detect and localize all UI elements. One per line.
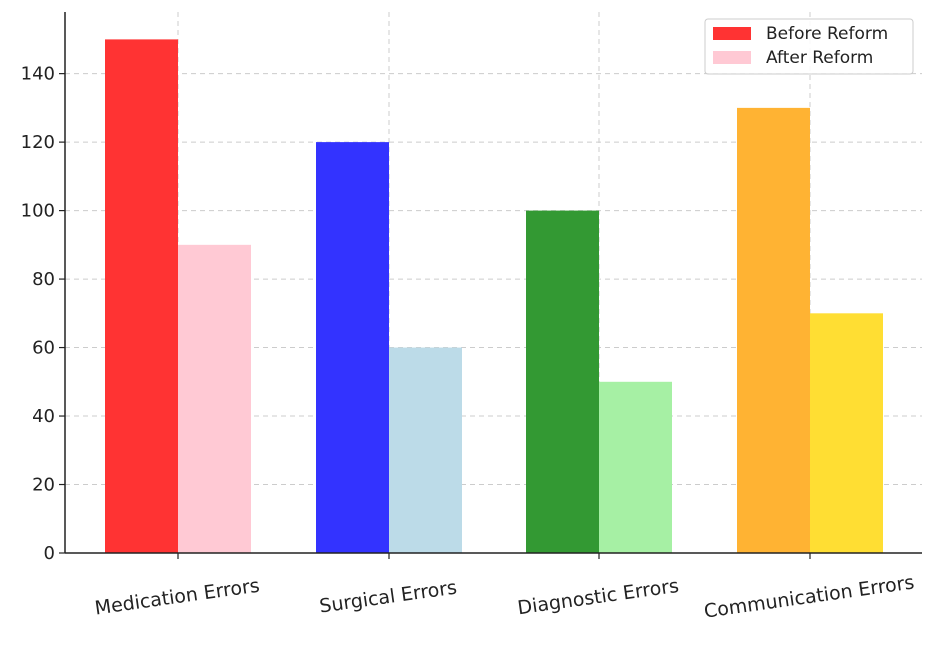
y-tick-label: 80 [32,269,55,290]
y-tick-label: 40 [32,406,55,427]
y-tick-label: 100 [21,201,55,222]
legend-swatch-after-reform [713,51,751,64]
x-tick-label: Diagnostic Errors [516,575,680,619]
x-tick-label: Communication Errors [703,571,916,622]
legend-label-after-reform: After Reform [766,48,873,68]
bar-before-reform-communication-errors [737,107,810,554]
bar-before-reform-surgical-errors [316,142,389,553]
bar-after-reform-diagnostic-errors [599,381,672,553]
axes [64,12,922,554]
y-tick-label: 120 [21,132,55,153]
bar-before-reform-diagnostic-errors [526,210,599,553]
y-tick-label: 0 [44,543,55,564]
y-tick-label: 140 [21,64,55,85]
legend-label-before-reform: Before Reform [766,24,888,44]
x-tick-labels: Medication Errors Surgical Errors Diagnost… [93,553,916,623]
bars [105,39,883,554]
bar-before-reform-medication-errors [105,39,178,554]
bar-after-reform-surgical-errors [389,347,462,553]
legend: Before Reform After Reform [704,18,914,75]
legend-swatch-before-reform [713,27,751,40]
x-tick-label: Surgical Errors [318,577,458,618]
legend-box [704,18,914,75]
bar-after-reform-medication-errors [178,244,251,553]
y-tick-label: 20 [32,475,55,496]
bar-after-reform-communication-errors [810,313,883,553]
y-tick-labels: 0 20 40 60 80 100 120 140 [21,64,65,564]
y-tick-label: 60 [32,338,55,359]
x-tick-label: Medication Errors [93,575,261,620]
